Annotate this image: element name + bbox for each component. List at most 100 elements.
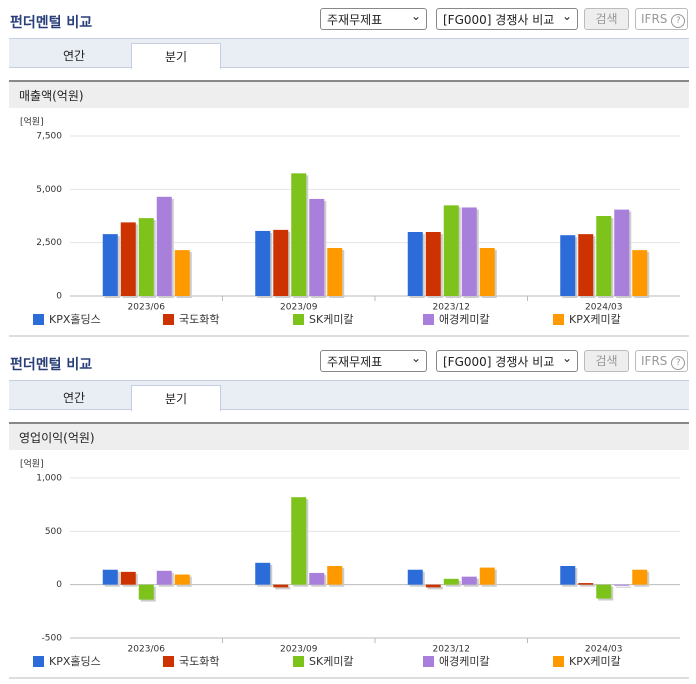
legend-label: 애경케미칼 <box>439 655 490 668</box>
legend-swatch <box>163 314 174 325</box>
bar <box>120 222 136 296</box>
legend-swatch <box>33 314 44 325</box>
tab-bar: 연간 분기 <box>9 380 689 411</box>
bar <box>174 250 190 296</box>
section-header: 영업이익(억원) <box>9 422 689 450</box>
panel: 펀더멘털 비교 주재무제표 [FG000] 경쟁사 비교 검색 IFRS ? 연… <box>0 0 696 340</box>
bar <box>138 584 154 600</box>
tab-selected[interactable]: 분기 <box>131 385 221 411</box>
tab[interactable]: 연간 <box>62 49 86 63</box>
y-tick-label: 1,000 <box>36 474 62 484</box>
section-header: 매출액(억원) <box>9 80 689 108</box>
bar <box>632 250 648 296</box>
legend-label: SK케미칼 <box>309 313 354 326</box>
bar <box>102 234 118 296</box>
legend-label: 국도화학 <box>179 655 219 668</box>
bar <box>443 205 459 296</box>
bar <box>309 572 325 585</box>
x-tick-label: 2023/06 <box>128 645 166 655</box>
bar <box>120 571 136 585</box>
legend-swatch <box>33 656 44 667</box>
bar <box>443 578 459 585</box>
bar <box>578 234 594 296</box>
legend-label: KPX케미칼 <box>569 313 621 326</box>
legend-label: KPX케미칼 <box>569 655 621 668</box>
tab[interactable]: 연간 <box>62 391 86 405</box>
bar <box>102 569 118 585</box>
legend-swatch <box>553 656 564 667</box>
search-button[interactable]: 검색 <box>584 8 629 30</box>
bar-shadow <box>427 586 443 590</box>
x-tick-label: 2023/06 <box>128 303 166 313</box>
legend-swatch <box>293 314 304 325</box>
bar-shadow <box>616 586 632 588</box>
bar <box>174 574 190 585</box>
bar <box>614 584 630 586</box>
bar <box>632 569 648 585</box>
bar <box>425 584 441 588</box>
y-tick-label: 7,500 <box>36 132 62 142</box>
bar <box>309 198 325 296</box>
legend-swatch <box>423 656 434 667</box>
legend-label: KPX홀딩스 <box>49 313 101 326</box>
legend-label: 애경케미칼 <box>439 313 490 326</box>
bar <box>596 584 612 599</box>
bar <box>407 232 423 296</box>
legend-swatch <box>423 314 434 325</box>
statement-select[interactable]: 주재무제표 <box>320 347 427 372</box>
x-tick-label: 2024/03 <box>585 645 622 655</box>
bar <box>560 235 576 296</box>
bar <box>291 173 307 296</box>
bar <box>407 569 423 585</box>
bar-shadow <box>580 585 596 587</box>
y-tick-label: 500 <box>45 527 62 537</box>
bar <box>596 216 612 296</box>
bar <box>614 209 630 296</box>
unit-label: [억원] <box>20 116 44 128</box>
panel-title: 펀더멘털 비교 <box>10 15 93 31</box>
ifrs-button[interactable]: IFRS ? <box>635 350 688 372</box>
tab-selected[interactable]: 분기 <box>131 43 221 69</box>
bar <box>479 248 495 296</box>
y-tick-label: -500 <box>42 634 63 644</box>
y-tick-label: 0 <box>56 580 62 590</box>
bar <box>327 248 343 296</box>
compare-select[interactable]: [FG000] 경쟁사 비교 <box>436 347 578 372</box>
legend-label: KPX홀딩스 <box>49 655 101 668</box>
legend-swatch <box>163 656 174 667</box>
compare-select[interactable]: [FG000] 경쟁사 비교 <box>436 5 578 30</box>
unit-label: [억원] <box>20 458 44 470</box>
bar <box>425 232 441 296</box>
bar <box>273 584 289 588</box>
x-tick-label: 2024/03 <box>585 303 622 313</box>
y-tick-label: 0 <box>56 292 62 302</box>
legend-label: SK케미칼 <box>309 655 354 668</box>
bar <box>578 583 594 585</box>
ifrs-button[interactable]: IFRS ? <box>635 8 688 30</box>
tab-bar: 연간 분기 <box>9 38 689 69</box>
legend-swatch <box>293 656 304 667</box>
bar <box>255 230 271 296</box>
bar <box>156 570 172 585</box>
statement-select[interactable]: 주재무제표 <box>320 5 427 30</box>
bar <box>138 218 154 296</box>
search-button[interactable]: 검색 <box>584 350 629 372</box>
bar <box>273 229 289 296</box>
panel-title: 펀더멘털 비교 <box>10 357 93 373</box>
bar <box>560 566 576 585</box>
x-tick-label: 2023/09 <box>280 645 318 655</box>
x-tick-label: 2023/12 <box>433 303 470 313</box>
ifrs-label: IFRS <box>641 12 668 26</box>
bar-shadow <box>275 586 291 590</box>
bar <box>255 562 271 585</box>
bar <box>156 196 172 296</box>
legend-swatch <box>553 314 564 325</box>
x-tick-label: 2023/12 <box>433 645 470 655</box>
ifrs-label: IFRS <box>641 354 668 368</box>
x-tick-label: 2023/09 <box>280 303 318 313</box>
bar <box>291 497 307 585</box>
bar <box>461 207 477 296</box>
panel: 펀더멘털 비교 주재무제표 [FG000] 경쟁사 비교 검색 IFRS ? 연… <box>0 342 696 682</box>
